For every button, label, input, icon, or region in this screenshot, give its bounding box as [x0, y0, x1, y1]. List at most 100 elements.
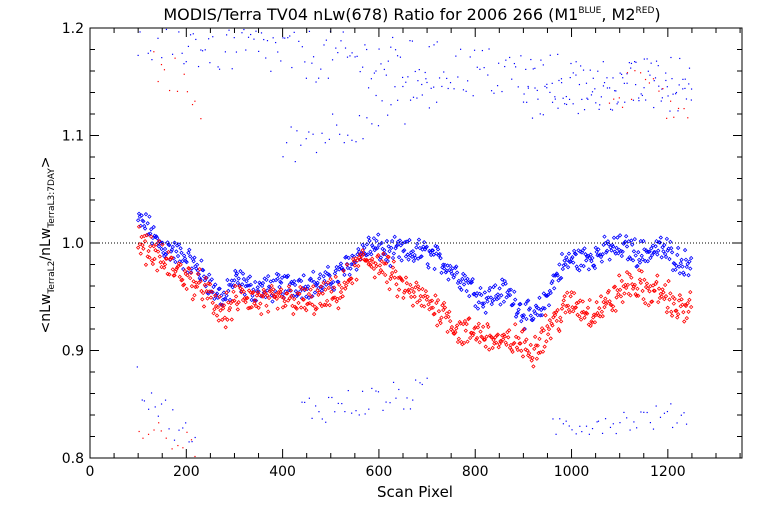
- y-tick-label: 0.9: [62, 344, 84, 360]
- data-point: [223, 325, 228, 330]
- data-point: [669, 246, 674, 251]
- data-point: [474, 293, 479, 298]
- outlier-point: [381, 100, 383, 102]
- outlier-point: [311, 62, 313, 64]
- data-point: [448, 318, 453, 324]
- data-point: [480, 335, 485, 340]
- data-point: [152, 256, 157, 262]
- data-point: [644, 281, 650, 286]
- data-point: [264, 277, 269, 283]
- data-point: [561, 298, 566, 303]
- outlier-point: [287, 37, 289, 39]
- outlier-point: [565, 420, 567, 422]
- outlier-point: [194, 436, 196, 439]
- data-point: [252, 298, 257, 303]
- data-point: [325, 264, 331, 270]
- outlier-point: [683, 108, 685, 110]
- data-point: [661, 249, 666, 254]
- data-point: [378, 267, 384, 273]
- data-point: [514, 345, 520, 350]
- data-point: [407, 237, 412, 243]
- data-point: [583, 252, 588, 257]
- data-point: [432, 266, 437, 272]
- data-point: [506, 335, 511, 340]
- data-point: [178, 246, 183, 251]
- outlier-point: [513, 62, 516, 65]
- outlier-point: [194, 100, 196, 102]
- data-point: [167, 272, 172, 277]
- data-point: [327, 303, 332, 308]
- chart-title: MODIS/Terra TV04 nLw(678) Ratio for 2006…: [163, 5, 660, 24]
- data-point: [370, 259, 376, 265]
- data-point: [392, 234, 397, 240]
- data-point: [454, 326, 459, 331]
- data-point: [200, 268, 206, 273]
- data-point: [495, 332, 501, 337]
- data-point: [381, 252, 386, 257]
- outlier-point: [411, 40, 414, 42]
- outlier-point: [344, 411, 346, 413]
- outlier-point: [575, 61, 577, 63]
- data-point: [354, 277, 359, 282]
- outlier-point: [305, 77, 307, 79]
- data-point: [460, 276, 465, 282]
- data-point: [246, 283, 252, 288]
- data-point: [367, 238, 372, 243]
- data-point: [206, 281, 211, 286]
- data-point: [399, 258, 404, 263]
- outlier-point: [190, 439, 193, 441]
- data-point: [304, 308, 309, 313]
- data-point: [136, 224, 142, 229]
- data-point: [192, 255, 197, 260]
- data-point: [667, 256, 672, 262]
- data-point: [332, 271, 338, 276]
- outlier-point: [539, 113, 541, 115]
- data-point: [430, 248, 436, 253]
- data-point: [513, 334, 519, 339]
- outlier-point: [626, 417, 628, 419]
- data-point: [504, 342, 509, 347]
- data-point: [642, 277, 647, 282]
- data-point: [328, 276, 333, 282]
- outlier-point: [612, 423, 614, 425]
- data-point: [266, 273, 271, 279]
- data-point: [673, 308, 678, 314]
- outlier-point: [476, 66, 478, 68]
- outlier-point: [629, 429, 631, 431]
- data-point: [325, 280, 331, 285]
- outlier-point: [366, 48, 368, 51]
- outlier-point: [578, 83, 581, 86]
- series-blue: [135, 211, 694, 332]
- data-point: [581, 263, 586, 269]
- outlier-point: [608, 87, 611, 89]
- outlier-point: [371, 123, 373, 125]
- data-point: [500, 277, 505, 282]
- data-point: [327, 273, 332, 278]
- outliers-blue: [136, 28, 693, 443]
- data-point: [602, 304, 607, 310]
- outlier-point: [346, 56, 349, 58]
- data-point: [231, 289, 236, 294]
- data-point: [180, 258, 185, 264]
- data-point: [528, 313, 533, 318]
- outlier-point: [209, 62, 211, 64]
- data-point: [659, 294, 664, 299]
- outlier-point: [569, 76, 571, 79]
- data-point: [388, 263, 393, 269]
- outlier-point: [441, 85, 443, 88]
- data-point: [146, 248, 151, 254]
- outlier-point: [645, 99, 647, 101]
- data-point: [571, 248, 577, 254]
- data-point: [285, 273, 291, 278]
- data-point: [386, 244, 391, 249]
- data-point: [505, 290, 510, 295]
- data-point: [593, 245, 598, 251]
- data-point: [343, 286, 348, 291]
- data-point: [232, 278, 237, 283]
- outlier-point: [515, 66, 517, 68]
- data-point: [230, 285, 235, 290]
- data-point: [339, 265, 345, 270]
- data-point: [552, 286, 557, 291]
- outlier-point: [608, 102, 611, 104]
- x-tick-label: 200: [173, 464, 200, 480]
